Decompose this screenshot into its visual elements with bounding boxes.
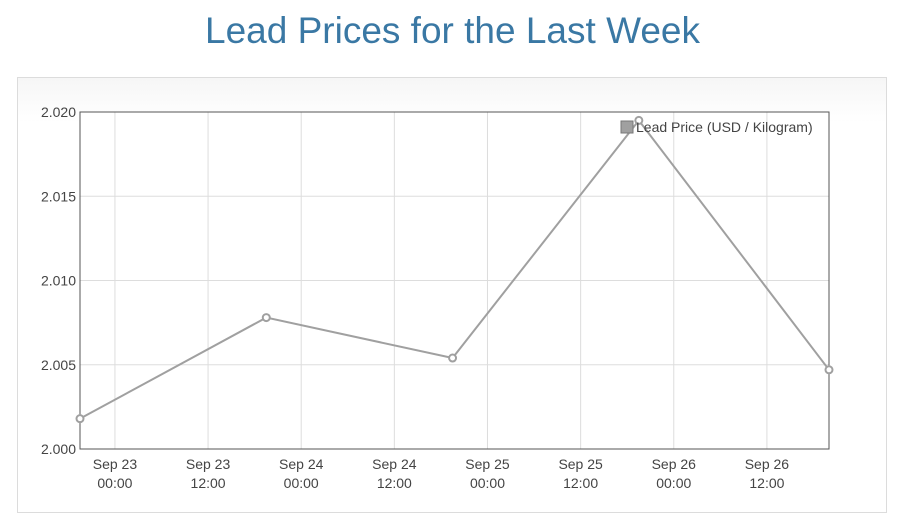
x-tick-label-date: Sep 25 [465,456,510,472]
y-tick-label: 2.015 [41,188,76,204]
y-tick-label: 2.000 [41,441,76,457]
y-tick-label: 2.020 [41,104,76,120]
legend-swatch [620,120,634,134]
x-tick-label-time: 00:00 [97,475,132,491]
x-tick-label-time: 00:00 [656,475,691,491]
page-title: Lead Prices for the Last Week [205,10,700,51]
data-point [448,353,458,363]
x-tick-label-time: 12:00 [749,475,784,491]
y-tick-label: 2.010 [41,273,76,289]
data-point [75,414,85,424]
data-point [824,365,834,375]
x-tick-label-date: Sep 24 [372,456,417,472]
y-tick-label: 2.005 [41,357,76,373]
x-tick-label-date: Sep 26 [745,456,790,472]
legend-label: Lead Price (USD / Kilogram) [636,119,813,135]
x-tick-label-time: 12:00 [191,475,226,491]
data-point [634,115,644,125]
x-tick-label-date: Sep 25 [558,456,603,472]
x-tick-label-date: Sep 24 [279,456,324,472]
x-tick-label-time: 12:00 [563,475,598,491]
line-chart: 2.000 2.005 2.010 2.015 2.020 Sep 23 00:00 Sep … [41,104,834,491]
x-tick-label-time: 12:00 [377,475,412,491]
x-tick-label-date: Sep 23 [186,456,231,472]
chart-panel: 2.000 2.005 2.010 2.015 2.020 Sep 23 00:00 Sep … [17,77,887,513]
x-tick-label-date: Sep 23 [93,456,138,472]
plot-frame [79,111,830,450]
x-tick-label-time: 00:00 [470,475,505,491]
x-tick-label-time: 00:00 [284,475,319,491]
x-tick-label-date: Sep 26 [652,456,697,472]
data-point [261,313,271,323]
